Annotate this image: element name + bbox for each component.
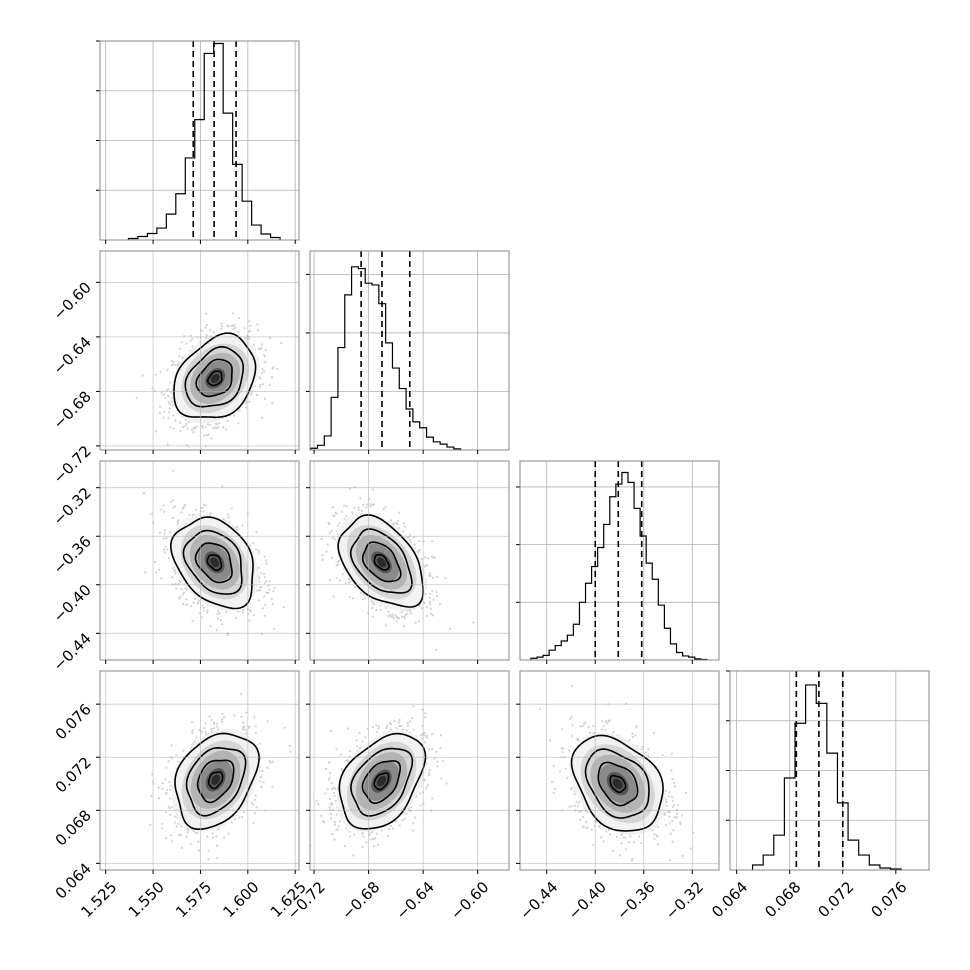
y-tick-label: −0.40 bbox=[50, 581, 95, 626]
contour-line-0 bbox=[174, 732, 260, 830]
x-tick-label: 0.072 bbox=[814, 878, 857, 921]
x-tick-label: −0.68 bbox=[338, 878, 383, 923]
contour-line-2 bbox=[361, 541, 402, 583]
panel-frame bbox=[309, 670, 510, 871]
x-tick-label: −0.36 bbox=[613, 878, 658, 923]
scatter-panel-3-2 bbox=[519, 670, 720, 871]
contour-line-3 bbox=[373, 553, 390, 571]
x-tick-label: 0.064 bbox=[708, 878, 751, 921]
histogram-3 bbox=[751, 684, 902, 870]
density-level bbox=[210, 373, 220, 383]
contour-line-1 bbox=[185, 746, 247, 817]
contour-line-2 bbox=[361, 760, 401, 804]
hist-panel-1 bbox=[306, 250, 510, 451]
y-tick-label: −0.44 bbox=[50, 629, 95, 674]
x-tick-label: 1.600 bbox=[219, 878, 262, 921]
contour-line-3 bbox=[373, 772, 390, 791]
panel-frame bbox=[99, 250, 300, 451]
density-level bbox=[211, 774, 220, 785]
panel-frame bbox=[99, 40, 300, 241]
contour-line-0 bbox=[570, 734, 664, 832]
x-tick-label: −0.40 bbox=[565, 878, 610, 923]
scatter-panel-1-0 bbox=[99, 250, 300, 451]
contour-line-2 bbox=[196, 759, 235, 804]
hist-panel-2 bbox=[516, 460, 720, 661]
y-tick-label: −0.32 bbox=[50, 484, 95, 529]
panel-frame bbox=[519, 460, 720, 661]
y-tick-label: −0.64 bbox=[50, 333, 95, 378]
y-tick-label: −0.60 bbox=[50, 278, 95, 323]
contour-line-0 bbox=[169, 516, 254, 610]
contour-line-3 bbox=[206, 554, 223, 572]
panel-frame bbox=[309, 250, 510, 451]
density-level bbox=[377, 557, 387, 568]
x-tick-label: −0.60 bbox=[447, 878, 492, 923]
scatter-panel-2-0 bbox=[99, 460, 300, 661]
density-level bbox=[612, 778, 623, 789]
contour-line-0 bbox=[338, 732, 427, 830]
x-tick-label: 1.525 bbox=[77, 878, 120, 921]
contour-line-3 bbox=[609, 774, 627, 794]
contour-line-0 bbox=[337, 514, 424, 608]
y-tick-label: −0.72 bbox=[50, 442, 95, 487]
contour-line-2 bbox=[597, 761, 639, 807]
contour-line-2 bbox=[194, 542, 233, 584]
y-tick-label: 0.072 bbox=[52, 753, 95, 796]
hist-panel-3 bbox=[726, 670, 930, 871]
panel-frame bbox=[309, 460, 510, 661]
contour-line-2 bbox=[195, 358, 233, 398]
contour-line-3 bbox=[206, 370, 223, 387]
panel-frame bbox=[99, 460, 300, 661]
panel-frame bbox=[729, 670, 930, 871]
density-level bbox=[377, 776, 387, 787]
x-tick-label: −0.32 bbox=[662, 878, 707, 923]
y-tick-label: 0.068 bbox=[52, 806, 95, 849]
contour-line-3 bbox=[207, 771, 224, 790]
x-tick-label: 1.550 bbox=[125, 878, 168, 921]
x-tick-label: −0.64 bbox=[393, 878, 438, 923]
x-tick-label: 0.068 bbox=[761, 878, 804, 921]
y-tick-label: −0.36 bbox=[50, 532, 95, 577]
density-level bbox=[210, 557, 220, 568]
x-tick-label: 1.575 bbox=[172, 878, 215, 921]
scatter-panel-2-1 bbox=[309, 460, 510, 661]
contour-line-1 bbox=[350, 747, 414, 817]
contour-line-1 bbox=[584, 748, 650, 819]
panel-frame bbox=[519, 670, 720, 871]
panel-frame bbox=[99, 670, 300, 871]
histogram-1 bbox=[310, 266, 462, 450]
y-tick-label: 0.076 bbox=[52, 700, 95, 743]
histogram-0 bbox=[127, 42, 281, 240]
scatter-panel-3-1 bbox=[309, 670, 510, 871]
x-tick-label: 0.076 bbox=[867, 878, 910, 921]
contour-line-0 bbox=[173, 332, 257, 419]
scatter-panel-3-0 bbox=[99, 670, 300, 871]
x-tick-label: −0.44 bbox=[516, 878, 561, 923]
contour-line-1 bbox=[184, 345, 244, 408]
hist-panel-0 bbox=[96, 40, 300, 241]
y-tick-label: −0.68 bbox=[50, 387, 95, 432]
